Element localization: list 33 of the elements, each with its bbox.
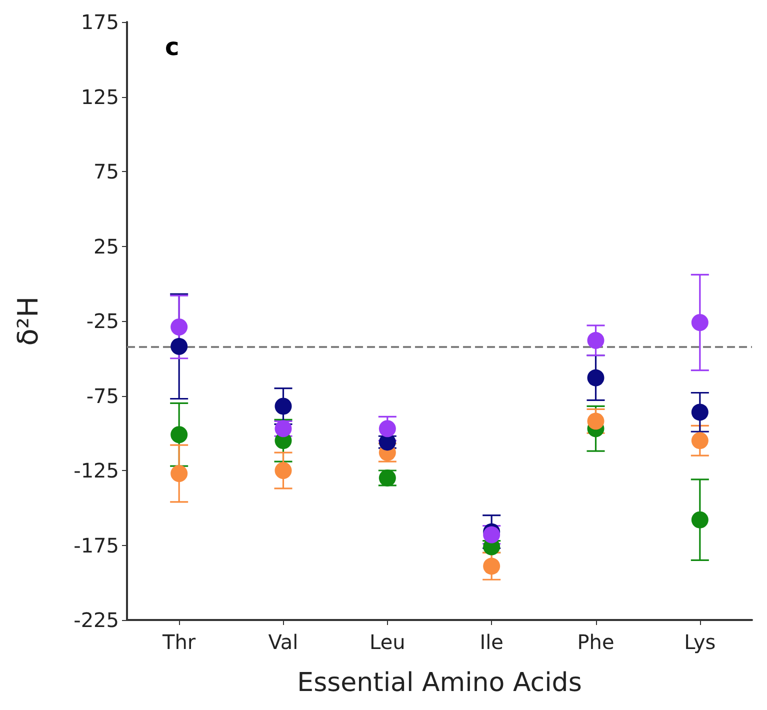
x-tick-label: Lys (684, 630, 716, 654)
annotation: c (165, 33, 180, 61)
point (274, 398, 292, 415)
y-tick-label: 125 (80, 84, 119, 109)
y-tick-label: -225 (74, 608, 119, 632)
point (378, 420, 396, 438)
point (274, 462, 292, 479)
point (170, 464, 188, 482)
point (691, 404, 708, 421)
y-tick-label: 75 (94, 160, 119, 184)
point (170, 318, 188, 336)
x-tick-label: Ile (480, 630, 504, 654)
point (587, 412, 604, 430)
y-tick-label: -175 (74, 533, 119, 558)
x-tick-label: Leu (370, 630, 406, 654)
point (691, 511, 708, 528)
point (587, 332, 604, 349)
x-tick-label: Phe (577, 630, 614, 654)
point (691, 314, 708, 331)
point (170, 338, 188, 355)
x-tick-label: Val (268, 630, 298, 654)
y-tick-label: -25 (86, 309, 119, 333)
y-tick-label: -75 (86, 384, 119, 408)
point (170, 426, 188, 444)
y-tick-label: 175 (80, 10, 119, 34)
point (483, 558, 500, 575)
x-axis-title: Essential Amino Acids (297, 668, 582, 698)
point (691, 432, 708, 450)
y-tick-label: 25 (94, 234, 119, 258)
point (587, 369, 604, 386)
y-tick-label: -125 (74, 458, 119, 482)
y-axis-title: δ²H (12, 296, 44, 346)
x-tick-label: Thr (162, 630, 196, 654)
